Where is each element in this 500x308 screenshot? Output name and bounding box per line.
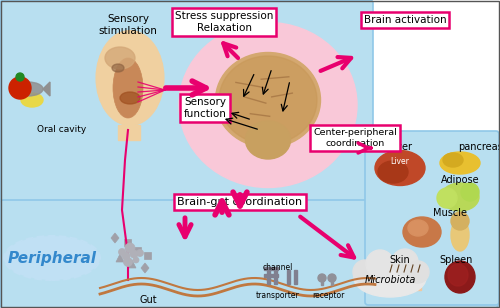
Circle shape — [9, 77, 31, 99]
Polygon shape — [128, 260, 136, 268]
Ellipse shape — [179, 22, 357, 188]
Ellipse shape — [216, 52, 320, 148]
Circle shape — [118, 249, 126, 256]
Text: Skin: Skin — [390, 255, 410, 265]
Bar — [266, 270, 270, 284]
Text: Liver: Liver — [388, 142, 412, 152]
Circle shape — [353, 260, 377, 284]
Ellipse shape — [120, 92, 140, 104]
Ellipse shape — [112, 64, 124, 72]
Text: Muscle: Muscle — [433, 208, 467, 218]
Ellipse shape — [219, 56, 317, 144]
Bar — [383, 264, 421, 290]
Ellipse shape — [4, 236, 100, 280]
Ellipse shape — [408, 220, 428, 236]
Circle shape — [437, 188, 457, 208]
Bar — [286, 270, 290, 284]
Bar — [321, 277, 323, 285]
Ellipse shape — [448, 264, 468, 286]
Text: pancreas: pancreas — [458, 142, 500, 152]
Bar — [383, 274, 421, 282]
Text: Peripheral: Peripheral — [8, 250, 96, 265]
Circle shape — [318, 274, 326, 282]
Text: Microbiota: Microbiota — [364, 275, 416, 285]
Text: Brain-gut coordination: Brain-gut coordination — [178, 197, 302, 207]
Ellipse shape — [21, 93, 43, 107]
Bar — [144, 252, 151, 259]
Text: Sensory
function: Sensory function — [184, 97, 226, 119]
Ellipse shape — [354, 259, 426, 297]
Text: transporter: transporter — [256, 290, 300, 299]
Ellipse shape — [105, 47, 135, 69]
Text: Stress suppression
Relaxation: Stress suppression Relaxation — [175, 11, 273, 33]
Ellipse shape — [443, 153, 463, 167]
Text: Adipose: Adipose — [440, 175, 480, 185]
Circle shape — [407, 261, 429, 283]
FancyBboxPatch shape — [0, 200, 498, 308]
Circle shape — [133, 257, 139, 263]
Circle shape — [16, 73, 24, 81]
Polygon shape — [116, 254, 124, 262]
Ellipse shape — [96, 30, 164, 125]
Circle shape — [124, 257, 132, 266]
Circle shape — [130, 250, 138, 258]
Circle shape — [122, 252, 130, 260]
Text: Liver: Liver — [390, 157, 409, 167]
Circle shape — [461, 183, 479, 201]
Text: Center-peripheral
coordination: Center-peripheral coordination — [313, 128, 397, 148]
Bar — [274, 270, 276, 284]
Circle shape — [328, 274, 336, 282]
Polygon shape — [111, 233, 119, 243]
Bar — [264, 267, 278, 270]
Text: channel: channel — [263, 264, 293, 273]
Circle shape — [125, 243, 135, 253]
Polygon shape — [43, 82, 50, 96]
Circle shape — [392, 249, 418, 275]
Circle shape — [136, 249, 143, 257]
FancyBboxPatch shape — [0, 0, 373, 201]
Ellipse shape — [445, 261, 475, 293]
Text: Brain activation: Brain activation — [364, 15, 446, 25]
Circle shape — [451, 212, 469, 230]
Polygon shape — [141, 263, 149, 273]
Ellipse shape — [441, 183, 479, 211]
Bar — [264, 274, 278, 277]
Ellipse shape — [440, 152, 480, 174]
Text: Spleen: Spleen — [440, 255, 472, 265]
Text: receptor: receptor — [312, 290, 344, 299]
Bar — [383, 270, 421, 276]
Ellipse shape — [378, 161, 408, 183]
Text: Oral cavity: Oral cavity — [38, 125, 86, 135]
Polygon shape — [118, 125, 140, 140]
Bar — [134, 247, 141, 254]
Ellipse shape — [113, 58, 143, 118]
Ellipse shape — [403, 217, 441, 247]
Text: Sensory
stimulation: Sensory stimulation — [98, 14, 158, 36]
Ellipse shape — [246, 121, 290, 159]
Ellipse shape — [13, 82, 43, 96]
FancyBboxPatch shape — [365, 131, 499, 305]
Ellipse shape — [375, 151, 425, 185]
Ellipse shape — [451, 219, 469, 251]
Text: Gut: Gut — [139, 295, 157, 305]
Circle shape — [366, 250, 394, 278]
Bar — [124, 239, 131, 246]
Bar — [331, 277, 333, 285]
Bar — [294, 270, 296, 284]
